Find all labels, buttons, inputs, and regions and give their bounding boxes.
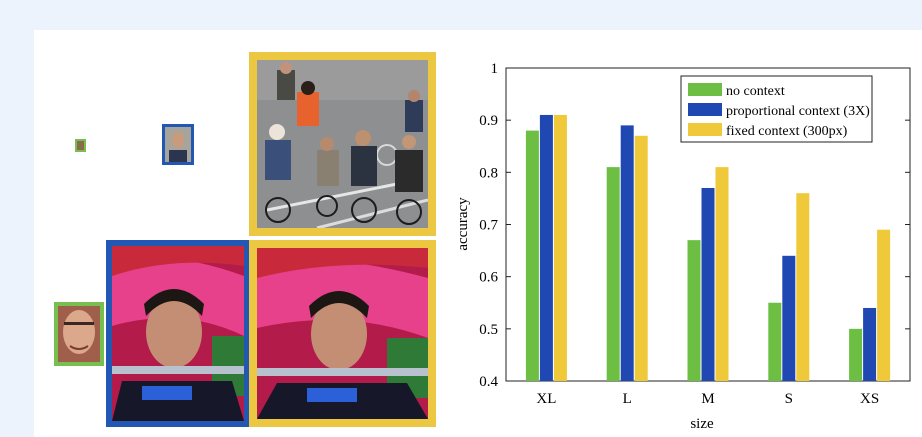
- legend-label-0: no context: [726, 84, 785, 99]
- y-axis-label: accuracy: [455, 197, 471, 251]
- y-tick-label: 0.4: [479, 374, 498, 390]
- x-tick-label-l: L: [623, 391, 632, 407]
- bar-xs-series-1: [863, 307, 877, 381]
- face-crop-blue-small: [162, 124, 194, 165]
- x-axis-label: size: [690, 416, 714, 432]
- bar-xl-series-0: [525, 130, 539, 381]
- accuracy-bar-chart: 0.4 0.5 0.6 0.7 0.8 0.9 1 XL L M S XS accuracy siz…: [455, 61, 911, 432]
- bar-m-series-2: [715, 167, 729, 381]
- bar-xl-series-2: [553, 114, 567, 381]
- bar-xs-series-2: [877, 229, 891, 381]
- y-tick-label: 1: [491, 61, 499, 77]
- y-tick-label: 0.5: [479, 322, 498, 338]
- flute-player-fixed-context: [249, 240, 436, 427]
- bar-l-series-2: [634, 135, 648, 381]
- legend-label-1: proportional context (3X): [726, 104, 870, 119]
- bar-l-series-1: [620, 125, 634, 381]
- y-tick-label: 0.9: [479, 113, 498, 129]
- legend-swatch-0: [688, 83, 722, 96]
- x-tick-label-xl: XL: [536, 391, 556, 407]
- figure-panel: 0.4 0.5 0.6 0.7 0.8 0.9 1 XL L M S XS accuracy siz…: [34, 30, 922, 437]
- x-tick-label-xs: XS: [860, 391, 879, 407]
- y-tick-label: 0.6: [479, 270, 498, 286]
- face-crop-green-medium: [54, 302, 104, 366]
- bar-l-series-0: [606, 167, 620, 381]
- cyclists-scene-fixed-context: [249, 52, 436, 236]
- bar-m-series-1: [701, 187, 715, 381]
- x-tick-label-s: S: [785, 391, 793, 407]
- legend-swatch-2: [688, 123, 722, 136]
- face-crop-xs: [75, 139, 86, 152]
- legend-swatch-1: [688, 103, 722, 116]
- bar-s-series-1: [782, 255, 796, 381]
- y-tick-label: 0.8: [479, 165, 498, 181]
- bar-s-series-0: [768, 302, 782, 381]
- y-tick-label: 0.7: [479, 218, 498, 234]
- bar-s-series-2: [796, 193, 810, 381]
- bar-m-series-0: [687, 240, 701, 381]
- legend-label-2: fixed context (300px): [726, 124, 848, 139]
- flute-player-proportional-context: [106, 240, 250, 427]
- bar-xl-series-1: [539, 114, 553, 381]
- bar-xs-series-0: [849, 328, 863, 381]
- legend: no context proportional context (3X) fixed…: [680, 75, 873, 143]
- x-tick-label-m: M: [701, 391, 714, 407]
